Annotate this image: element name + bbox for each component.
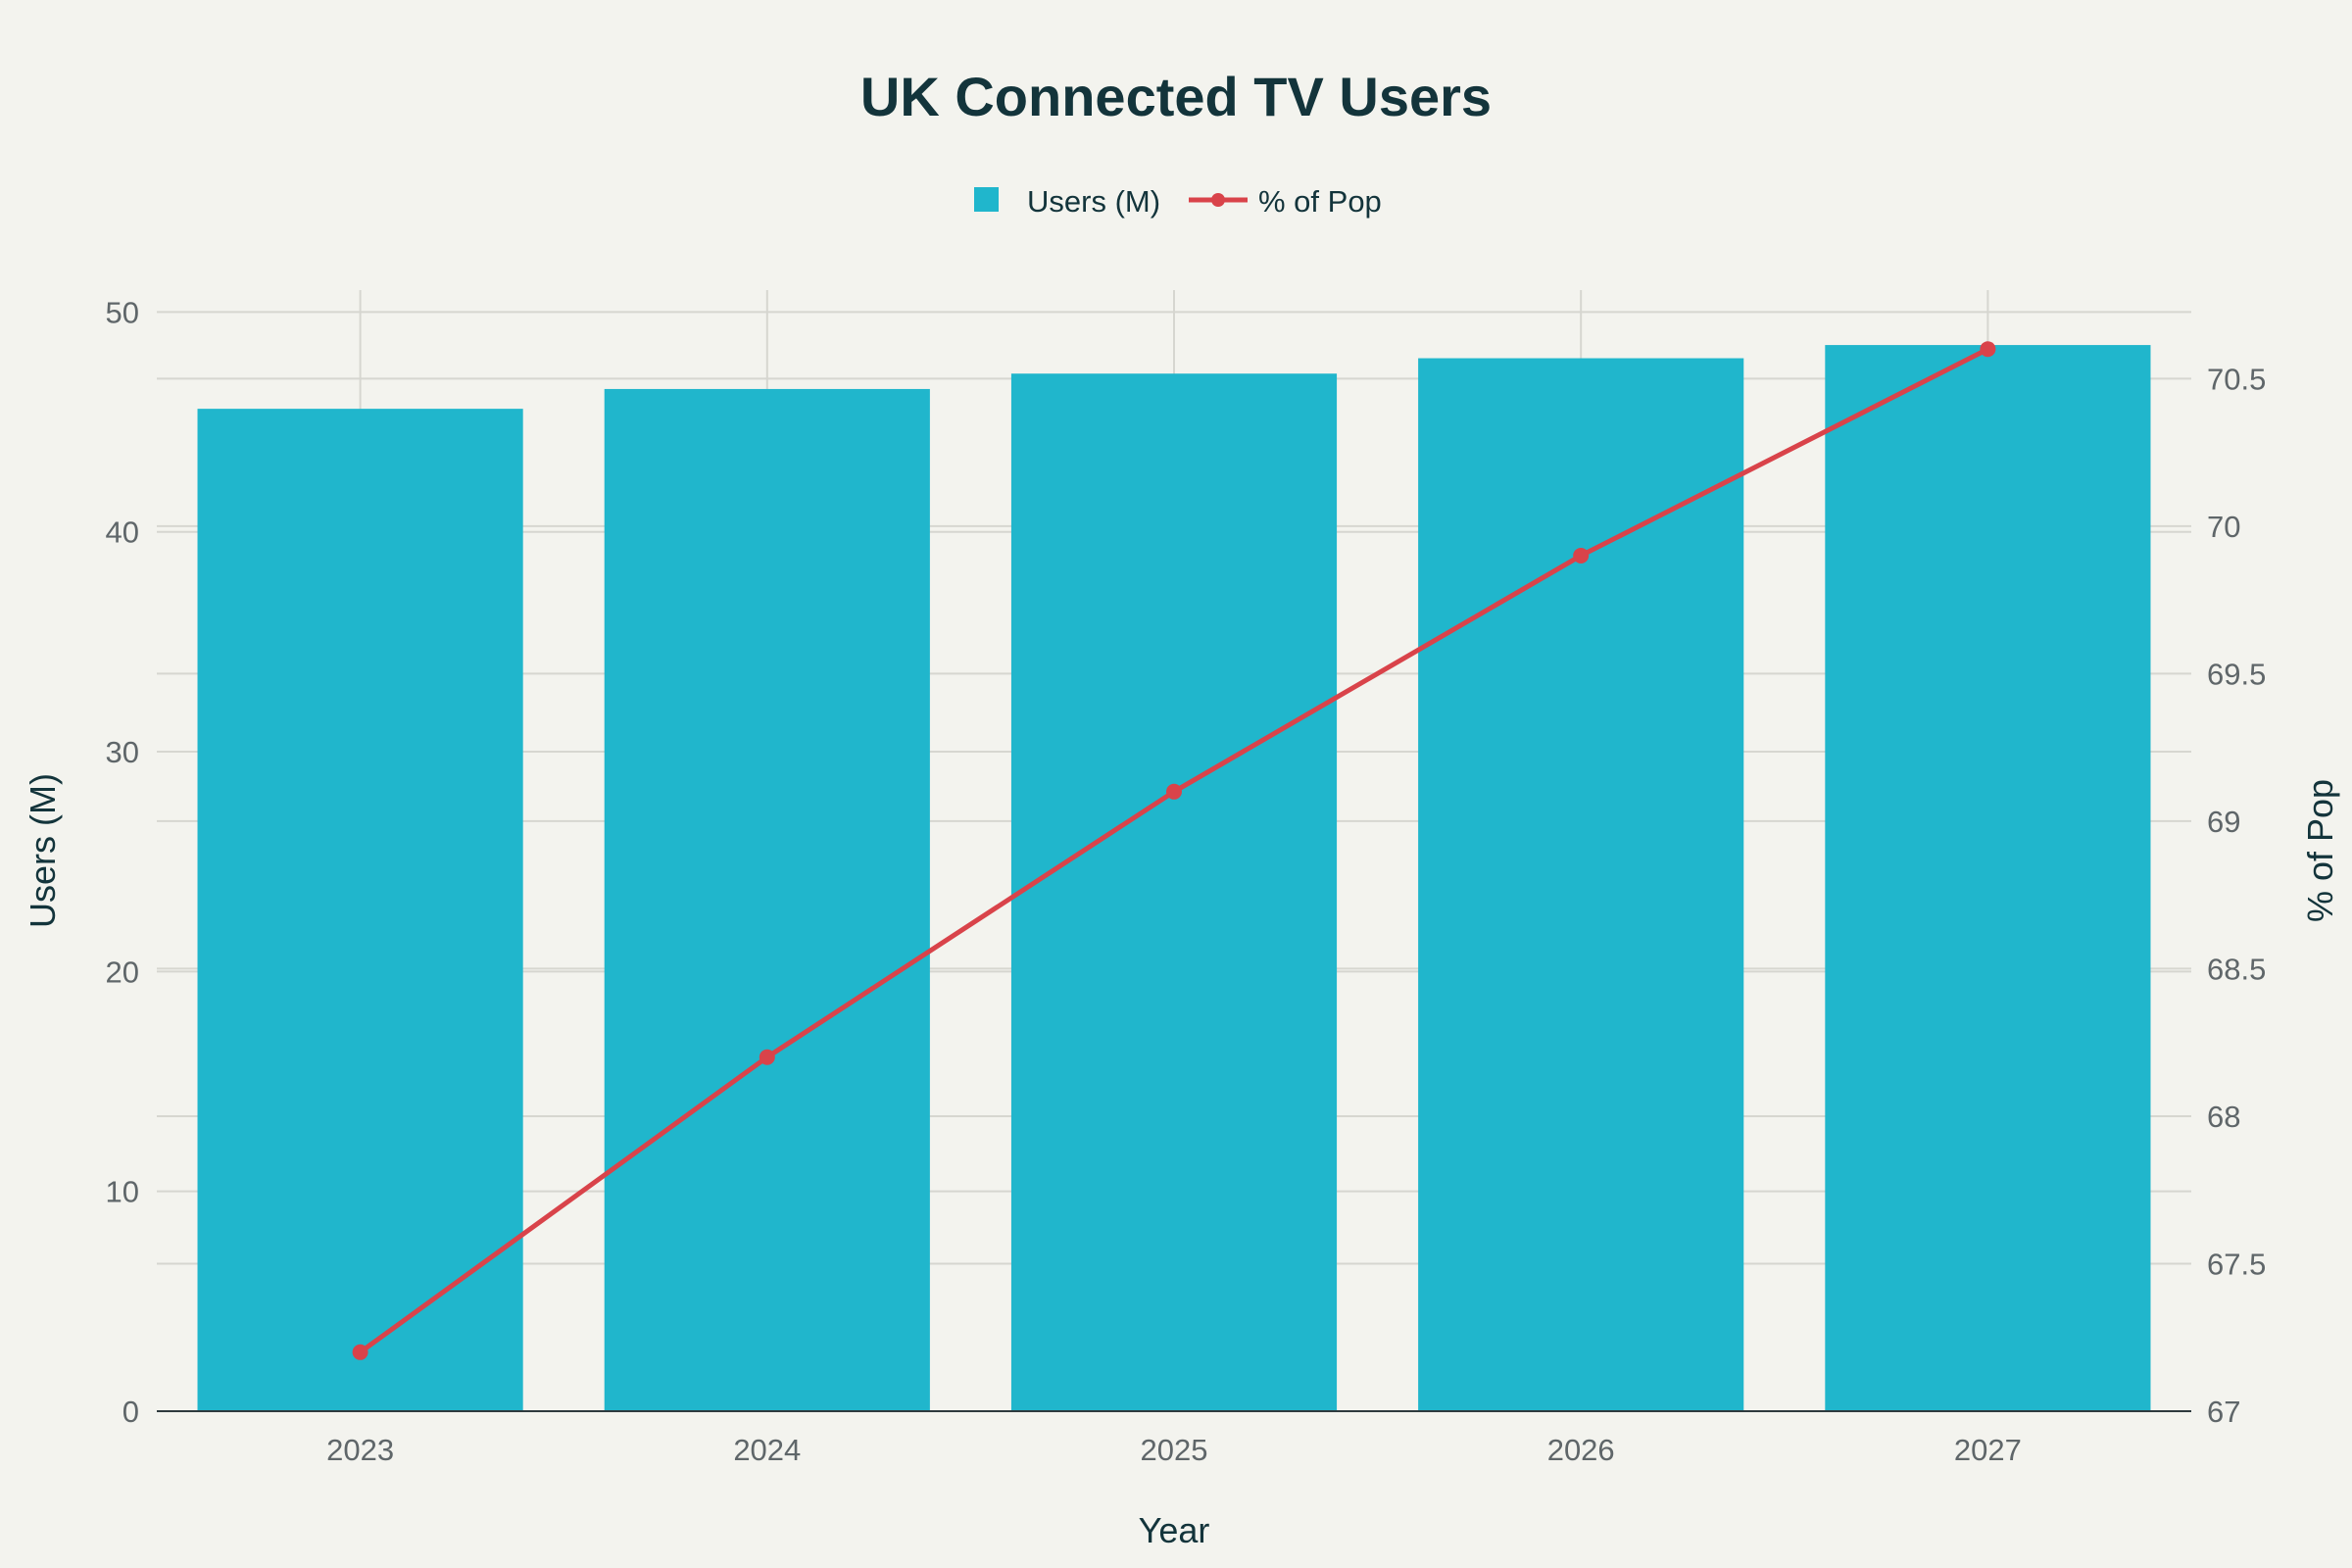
point-pct-pop-2025 <box>1166 783 1182 800</box>
chart-title: UK Connected TV Users <box>860 66 1492 127</box>
point-pct-pop-2023 <box>352 1344 368 1360</box>
bar-users-2026 <box>1418 358 1744 1412</box>
legend-swatch-users <box>974 187 999 212</box>
y-left-tick-30: 30 <box>106 735 139 769</box>
x-tick-2026: 2026 <box>1547 1433 1615 1467</box>
x-tick-2024: 2024 <box>733 1433 801 1467</box>
bar-users-2024 <box>604 388 930 1411</box>
y-right-tick-68: 68 <box>2207 1100 2240 1134</box>
x-tick-2023: 2023 <box>326 1433 394 1467</box>
y-right-tick-68.5: 68.5 <box>2207 952 2266 986</box>
point-pct-pop-2026 <box>1573 547 1590 564</box>
y-right-tick-70.5: 70.5 <box>2207 362 2266 396</box>
legend-marker-pct-pop <box>1211 193 1225 207</box>
y-right-tick-67: 67 <box>2207 1395 2240 1429</box>
x-axis-ticks: 2023 2024 2025 2026 2027 <box>326 1433 2022 1467</box>
y-left-tick-10: 10 <box>106 1175 139 1209</box>
y-axis-left-title: Users (M) <box>23 773 63 928</box>
point-pct-pop-2027 <box>1980 341 1996 358</box>
y-left-tick-40: 40 <box>106 515 139 550</box>
legend: Users (M) % of Pop <box>974 184 1382 219</box>
y-left-tick-50: 50 <box>106 295 139 329</box>
y-right-tick-69: 69 <box>2207 805 2240 839</box>
y-right-tick-70: 70 <box>2207 510 2240 544</box>
x-tick-2027: 2027 <box>1954 1433 2022 1467</box>
y-left-tick-0: 0 <box>122 1395 139 1429</box>
bar-users-2027 <box>1825 345 2151 1412</box>
legend-label-users: Users (M) <box>1027 184 1160 219</box>
point-pct-pop-2024 <box>759 1049 775 1065</box>
x-axis-title: Year <box>1139 1510 1210 1550</box>
x-tick-2025: 2025 <box>1141 1433 1208 1467</box>
line-series-pct-pop <box>352 341 1996 1360</box>
bar-series-users <box>197 345 2151 1412</box>
y-right-tick-67.5: 67.5 <box>2207 1247 2266 1281</box>
y-axis-right-title: % of Pop <box>2300 779 2340 922</box>
bar-users-2025 <box>1010 373 1338 1411</box>
y-left-tick-20: 20 <box>106 955 139 989</box>
y-right-tick-69.5: 69.5 <box>2207 657 2266 691</box>
y-axis-left-ticks: 0 10 20 30 40 50 <box>106 295 139 1429</box>
bar-users-2023 <box>197 409 523 1412</box>
y-axis-right-ticks: 67 67.5 68 68.5 69 69.5 70 70.5 <box>2207 362 2266 1429</box>
legend-label-pct-pop: % of Pop <box>1258 184 1382 219</box>
